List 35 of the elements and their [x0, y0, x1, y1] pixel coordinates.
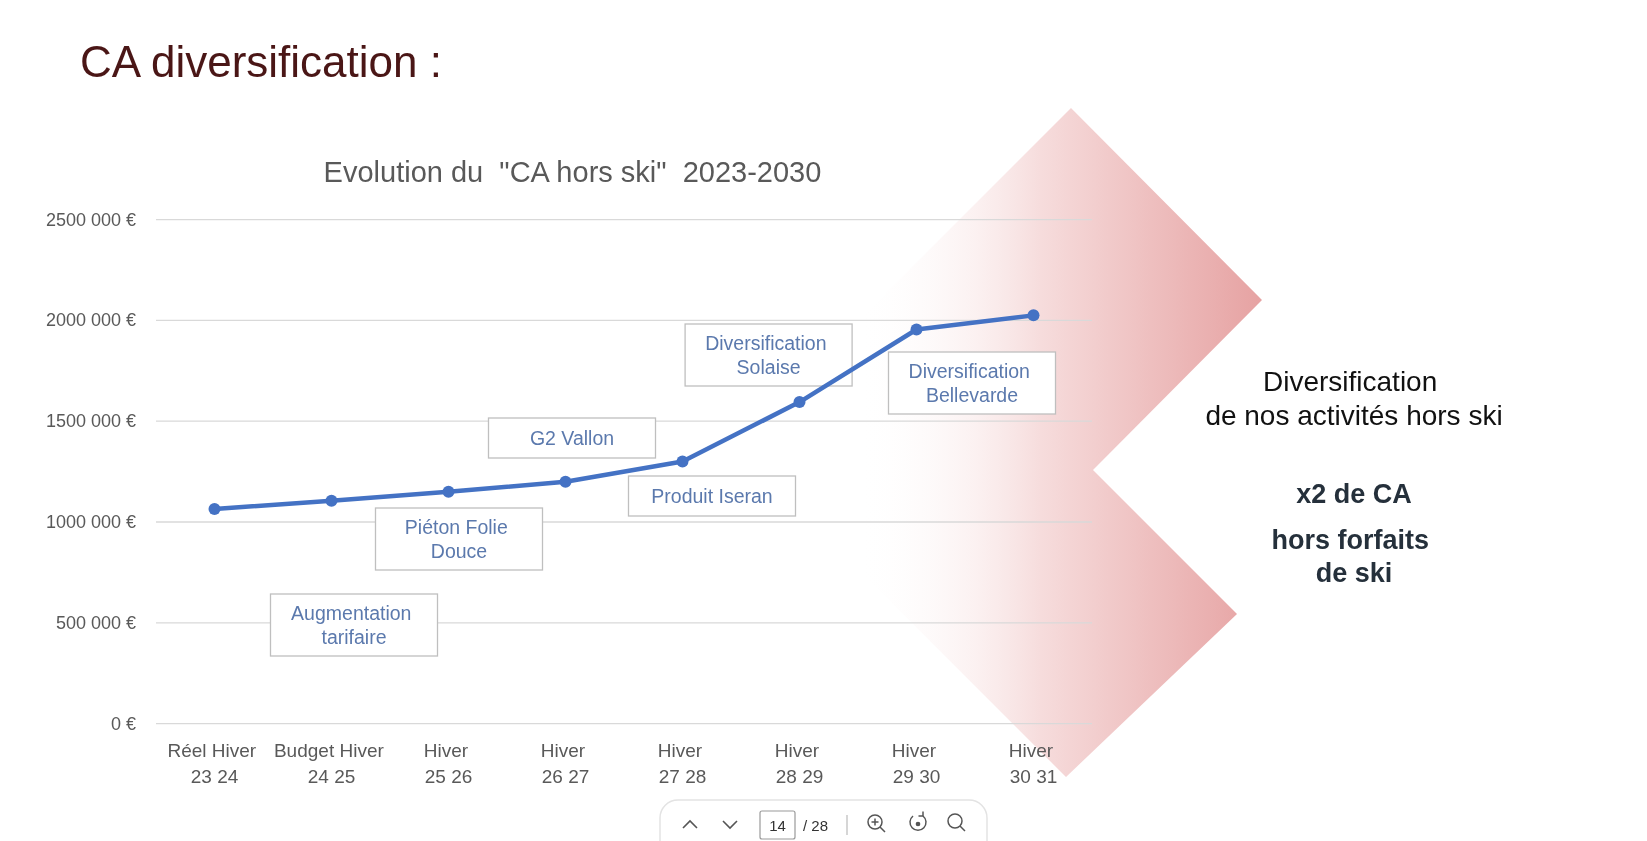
x-tick-label: Hiver 25 26: [423, 739, 474, 787]
chart-subtitle: Evolution du "CA hors ski" 2023-2030: [323, 156, 822, 188]
x-tick-label: Hiver 27 28: [657, 739, 708, 787]
annotation: Piéton Folie Douce: [404, 516, 514, 562]
x-tick-label: Hiver 26 27: [540, 739, 591, 787]
point: [442, 485, 455, 498]
annotation: Diversification Bellevarde: [908, 360, 1036, 406]
x-tick-label: Budget Hiver 24 25: [273, 739, 390, 787]
x-tick-label: Réel Hiver 23 24: [167, 739, 262, 787]
point: [325, 494, 338, 507]
x-tick-label: Hiver 29 30: [891, 739, 942, 787]
text: / 28: [803, 816, 829, 834]
chart-title: CA diversification :: [80, 36, 442, 86]
point: [1027, 309, 1040, 322]
point: [793, 396, 806, 409]
y-tick-label: 500 000 €: [55, 612, 136, 633]
text: hors forfaits de ski: [1271, 524, 1437, 588]
y-tick-label: 1500 000 €: [45, 411, 136, 432]
point: [559, 475, 572, 488]
annotation: G2 Vallon: [529, 427, 615, 449]
x-tick-label: Hiver 28 29: [774, 739, 825, 787]
text: x2 de CA: [1296, 479, 1412, 509]
point: [208, 502, 221, 515]
y-tick-label: 2000 000 €: [45, 310, 136, 331]
point: [910, 323, 923, 336]
y-tick-label: 0 €: [110, 713, 136, 734]
x-tick-label: Hiver 30 31: [1008, 739, 1059, 787]
text: 14: [769, 816, 786, 834]
annotation: Augmentation tarifaire: [291, 602, 417, 648]
text: Diversification de nos activités hors ski: [1205, 365, 1503, 431]
y-tick-label: 2500 000 €: [45, 209, 136, 230]
annotation: Diversification Solaise: [705, 332, 832, 378]
point: [676, 455, 689, 468]
annotation: Produit Iseran: [651, 485, 773, 507]
y-tick-label: 1000 000 €: [45, 512, 136, 532]
